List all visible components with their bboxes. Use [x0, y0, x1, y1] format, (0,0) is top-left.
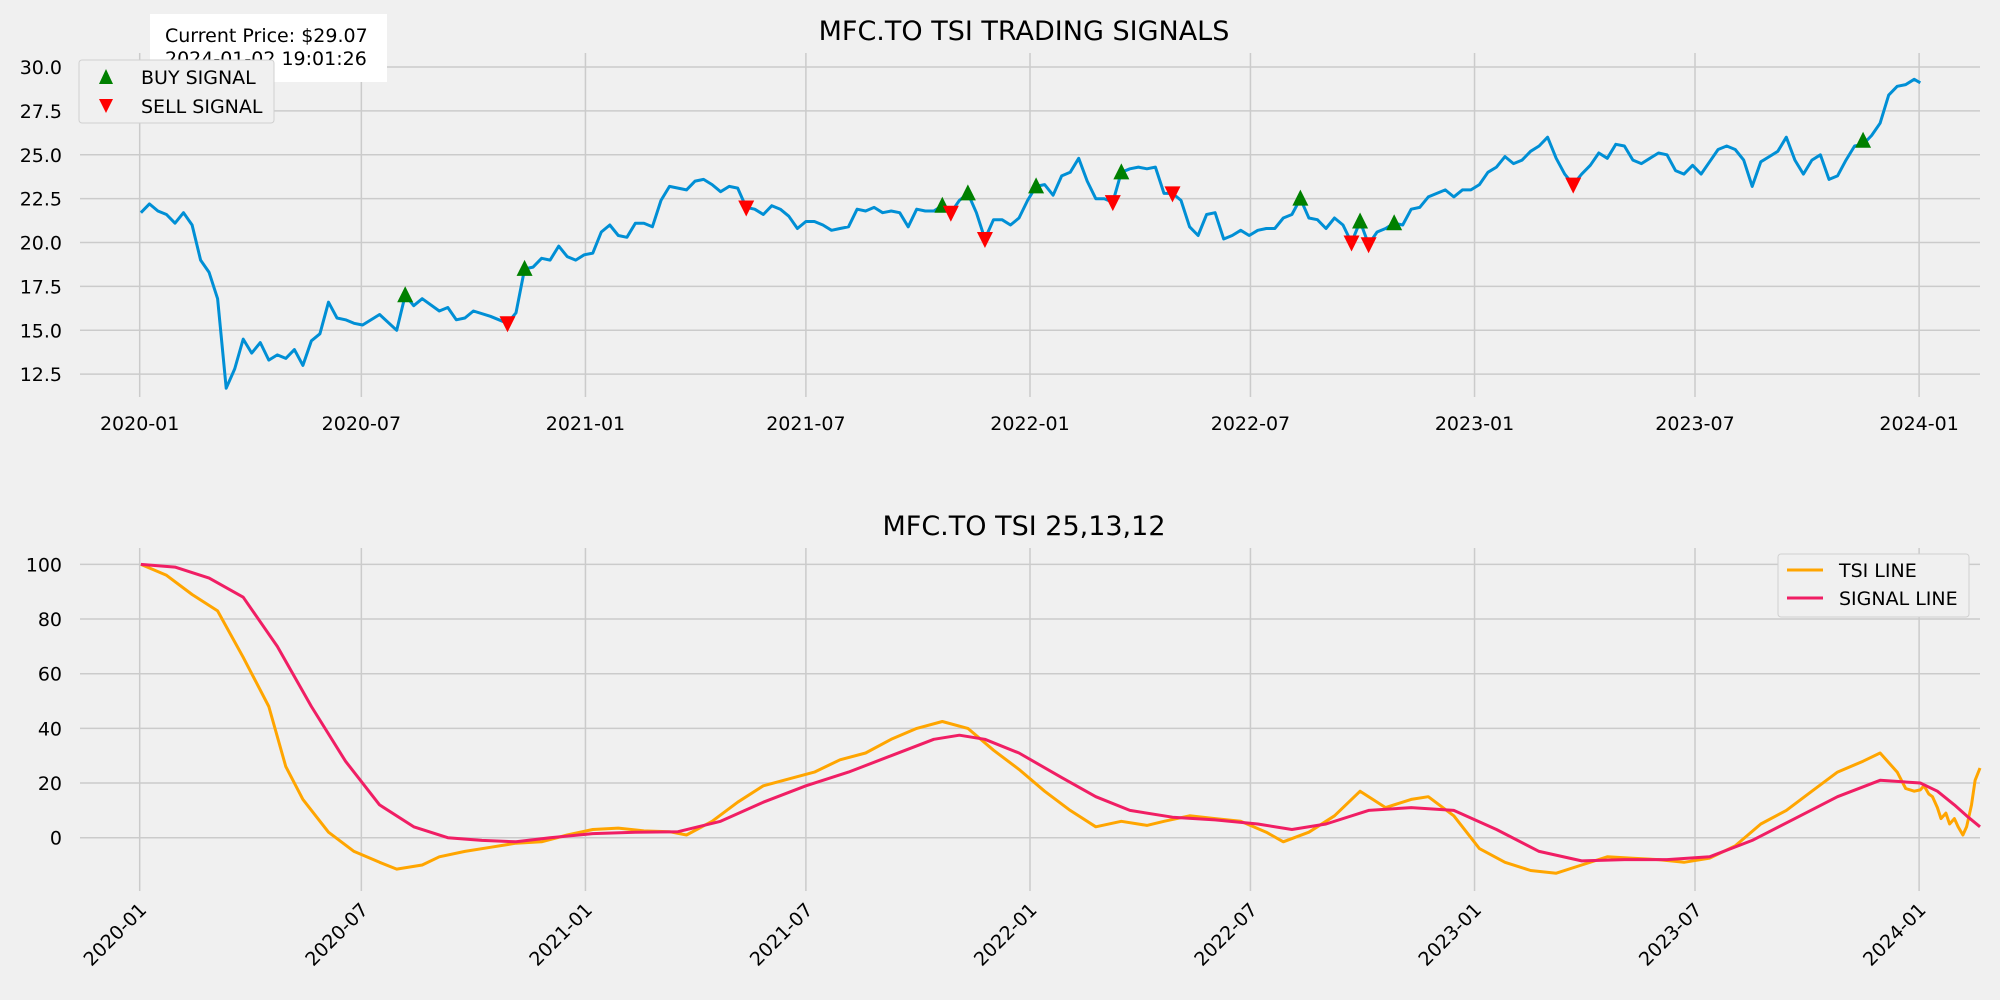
tsi-x-tick-label: 2022-07 [1190, 899, 1262, 971]
price-y-tick-label: 27.5 [20, 101, 62, 123]
buy-signal-marker [1352, 212, 1369, 229]
sell-signal-marker [976, 232, 993, 249]
sell-signal-marker [499, 316, 516, 333]
buy-signal-marker [959, 184, 976, 201]
tsi-x-tick-label: 2024-01 [1859, 899, 1931, 971]
tsi-y-tick-label: 0 [50, 828, 62, 850]
sell-signal-marker [1343, 235, 1360, 252]
price-x-tick-label: 2020-07 [322, 413, 401, 435]
price-line-path [139, 77, 1922, 390]
sell-signal-marker [942, 205, 959, 222]
price-chart-signal-markers [397, 131, 1872, 333]
price-x-tick-label: 2022-07 [1211, 413, 1290, 435]
buy-signal-marker [397, 286, 414, 303]
sell-signal-marker [1360, 237, 1377, 254]
price-x-tick-label: 2023-07 [1655, 413, 1734, 435]
price-x-tick-label: 2022-01 [990, 413, 1069, 435]
tsi-x-tick-label: 2022-01 [970, 899, 1042, 971]
buy-signal-legend-label: BUY SIGNAL [141, 67, 256, 89]
tsi-x-tick-label: 2020-07 [301, 899, 373, 971]
buy-signal-marker [1386, 214, 1403, 231]
sell-signal-legend-label: SELL SIGNAL [141, 96, 263, 118]
price-chart-y-ticks: 12.5 15.0 17.5 20.0 22.5 25.0 27.5 30.0 [20, 57, 62, 386]
tsi-line-legend-label: TSI LINE [1838, 560, 1917, 582]
price-x-tick-label: 2024-01 [1879, 413, 1958, 435]
price-y-tick-label: 15.0 [20, 320, 62, 342]
tsi-chart-x-ticks: 2020-01 2020-07 2021-01 2021-07 2022-01 2022-… [80, 899, 1931, 971]
tsi-chart-y-ticks: 0 20 40 60 80 100 [26, 554, 62, 849]
price-y-tick-label: 30.0 [20, 57, 62, 79]
tsi-chart-title: MFC.TO TSI 25,13,12 [883, 511, 1166, 542]
tsi-x-tick-label: 2023-01 [1414, 899, 1486, 971]
price-x-tick-label: 2021-01 [546, 413, 625, 435]
buy-signal-marker [1028, 177, 1045, 194]
tsi-x-tick-label: 2023-07 [1635, 899, 1707, 971]
price-chart-grid [80, 53, 1980, 397]
tsi-x-tick-label: 2021-07 [746, 899, 818, 971]
buy-signal-marker [1855, 131, 1872, 148]
price-x-tick-label: 2020-01 [100, 413, 179, 435]
tsi-y-tick-label: 20 [38, 773, 62, 795]
price-y-tick-label: 22.5 [20, 189, 62, 211]
sell-signal-legend-icon [99, 99, 113, 113]
buy-signal-marker [1113, 163, 1130, 180]
tsi-y-tick-label: 40 [38, 718, 62, 740]
tsi-x-tick-label: 2021-01 [525, 899, 597, 971]
signal-line-legend-label: SIGNAL LINE [1839, 588, 1958, 610]
price-chart-series [139, 77, 1922, 390]
price-y-tick-label: 12.5 [20, 364, 62, 386]
price-y-tick-label: 25.0 [20, 145, 62, 167]
buy-signal-marker [1292, 189, 1309, 206]
buy-signal-marker [516, 259, 533, 276]
tsi-y-tick-label: 100 [26, 554, 62, 576]
sell-signal-marker [1164, 186, 1181, 203]
sell-signal-marker [738, 200, 755, 217]
price-y-tick-label: 17.5 [20, 276, 62, 298]
tsi-chart-legend: TSI LINE SIGNAL LINE [1777, 553, 1970, 618]
price-x-tick-label: 2021-07 [766, 413, 845, 435]
tsi-chart-grid [80, 548, 1980, 891]
tsi-y-tick-label: 60 [38, 664, 62, 686]
price-chart-legend: BUY SIGNAL SELL SIGNAL [78, 59, 275, 124]
tsi-chart-series [140, 562, 1982, 875]
price-chart-title: MFC.TO TSI TRADING SIGNALS [819, 16, 1230, 47]
price-chart-x-ticks: 2020-01 2020-07 2021-01 2021-07 2022-01 2022-… [100, 413, 1959, 435]
sell-signal-marker [1565, 177, 1582, 194]
price-y-tick-label: 20.0 [20, 233, 62, 255]
sell-signal-marker [1104, 195, 1121, 212]
price-chart-panel: MFC.TO TSI TRADING SIGNALS 12.5 15.0 17.5 2… [20, 14, 1980, 435]
buy-signal-legend-icon [99, 69, 113, 84]
tsi-x-tick-label: 2020-01 [80, 899, 152, 971]
price-annotation-line-1: Current Price: $29.07 [165, 25, 368, 47]
signal-line-path [140, 562, 1981, 863]
tsi-chart-panel: MFC.TO TSI 25,13,12 0 20 40 60 80 100 2020-01… [26, 511, 1982, 971]
price-x-tick-label: 2023-01 [1435, 413, 1514, 435]
tsi-y-tick-label: 80 [38, 609, 62, 631]
